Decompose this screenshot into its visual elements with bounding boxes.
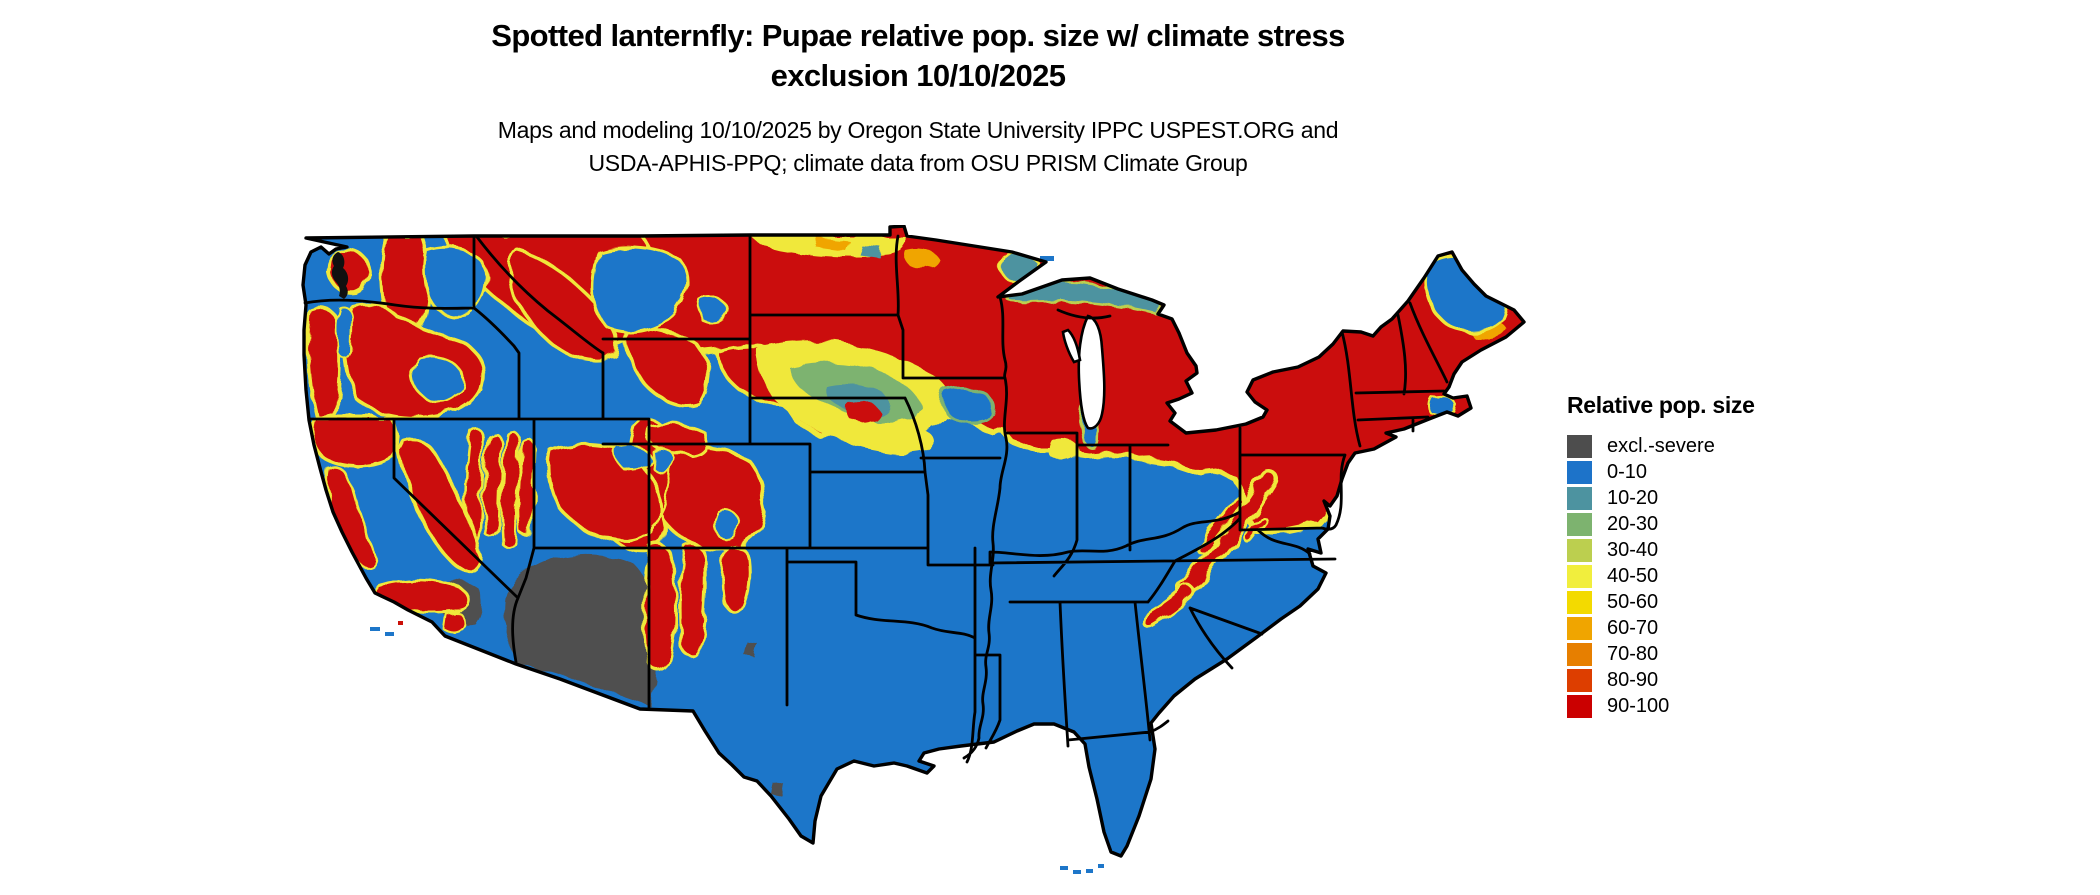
legend-label: 80-90 [1607, 668, 1659, 691]
legend-item-excl.-severe: excl.-severe [1567, 433, 1755, 459]
legend-swatch [1567, 460, 1592, 484]
legend-swatch [1567, 538, 1592, 562]
legend-swatch [1567, 564, 1592, 588]
legend-label: 70-80 [1607, 642, 1659, 665]
legend-label: 10-20 [1607, 486, 1659, 509]
map-region-excluded-speck-tx [770, 782, 786, 798]
map-fill-layer [303, 226, 1524, 856]
green-bay [1061, 328, 1082, 364]
legend-title: Relative pop. size [1567, 392, 1755, 418]
state-borders [303, 234, 1449, 764]
figure-header: Spotted lanternfly: Pupae relative pop. … [0, 16, 1836, 180]
legend-label: 60-70 [1607, 616, 1659, 639]
legend-swatch [1567, 434, 1592, 458]
map-legend: Relative pop. size excl.-severe 0-10 10-20… [1567, 392, 1755, 719]
figure-title-line-2: exclusion 10/10/2025 [770, 58, 1066, 93]
legend-item-20-30: 20-30 [1567, 511, 1755, 537]
legend-rows: excl.-severe 0-10 10-20 20-30 30-40 40-50 50-6… [1567, 433, 1755, 719]
lake-michigan [1077, 314, 1106, 430]
legend-swatch [1567, 668, 1592, 692]
legend-item-30-40: 30-40 [1567, 537, 1755, 563]
legend-label: 0-10 [1607, 460, 1648, 483]
legend-item-60-70: 60-70 [1567, 615, 1755, 641]
offshore-islands [370, 256, 1104, 874]
puget-sound [331, 252, 349, 299]
figure-subtitle-line-1: Maps and modeling 10/10/2025 by Oregon S… [497, 117, 1339, 143]
legend-item-70-80: 70-80 [1567, 641, 1755, 667]
legend-label: excl.-severe [1607, 434, 1715, 457]
legend-label: 40-50 [1607, 564, 1659, 587]
legend-swatch [1567, 486, 1592, 510]
legend-swatch [1567, 694, 1592, 718]
legend-label: 50-60 [1607, 590, 1659, 613]
legend-label: 20-30 [1607, 512, 1659, 535]
map-clip-group [303, 226, 1524, 856]
figure-subtitle: Maps and modeling 10/10/2025 by Oregon S… [0, 114, 1836, 180]
figure-subtitle-line-2: USDA-APHIS-PPQ; climate data from OSU PR… [588, 150, 1248, 176]
map-container [295, 224, 1545, 890]
legend-item-40-50: 40-50 [1567, 563, 1755, 589]
legend-label: 30-40 [1607, 538, 1659, 561]
legend-swatch [1567, 512, 1592, 536]
figure-title-line-1: Spotted lanternfly: Pupae relative pop. … [491, 18, 1345, 53]
legend-item-50-60: 50-60 [1567, 589, 1755, 615]
legend-item-80-90: 80-90 [1567, 667, 1755, 693]
legend-swatch [1567, 642, 1592, 666]
map-region-excluded-arizona [504, 554, 658, 706]
legend-item-90-100: 90-100 [1567, 693, 1755, 719]
legend-item-0-10: 0-10 [1567, 459, 1755, 485]
map-region-low-holes [334, 245, 1508, 539]
us-outline [301, 224, 1526, 858]
legend-item-10-20: 10-20 [1567, 485, 1755, 511]
us-choropleth-map [301, 224, 1526, 874]
legend-swatch [1567, 590, 1592, 614]
legend-label: 90-100 [1607, 694, 1670, 717]
map-region-excluded-speck-nm [742, 640, 757, 657]
legend-swatch [1567, 616, 1592, 640]
